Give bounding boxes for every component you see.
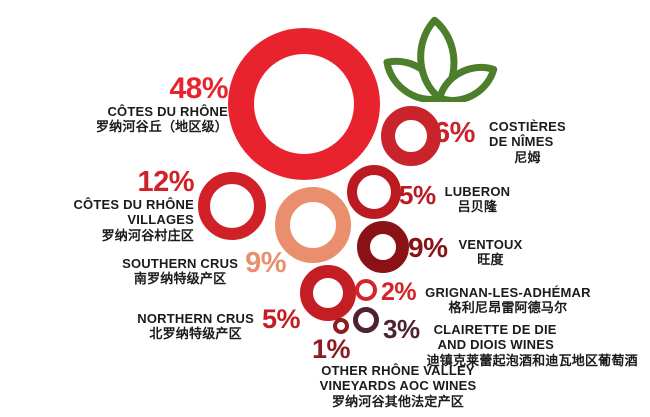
pct-other: 1% [312, 334, 351, 364]
name-other-2: VINEYARDS AOC WINES [319, 378, 477, 394]
name-zh-ventoux: 旺度 [477, 252, 504, 268]
bubble-southern-crus [275, 187, 351, 263]
name-zh-northern-crus: 北罗纳特级产区 [149, 326, 242, 342]
label-luberon: 5% LUBERON 吕贝隆 [399, 182, 510, 215]
name-zh-clairette: 迪镇克莱蕾起泡酒和迪瓦地区葡萄酒 [426, 352, 638, 368]
label-northern-crus: NORTHERN CRUS 北罗纳特级产区 5% [137, 306, 300, 342]
name-zh-luberon: 吕贝隆 [457, 199, 498, 215]
label-cotes-du-rhone: 48% CÔTES DU RHÔNE 罗纳河谷丘（地区级） [95, 72, 229, 135]
pct-luberon: 5% [399, 180, 436, 210]
name-zh-villages: 罗纳河谷村庄区 [101, 227, 194, 243]
name-ventoux: VENTOUX [458, 237, 523, 252]
label-costieres: COSTIÈRES DE NÎMES 尼姆 [489, 119, 566, 165]
label-clairette: 3% CLAIRETTE DE DIE AND DIOIS WINES 迪镇克莱… [383, 316, 638, 368]
pct-clairette: 3% [383, 314, 420, 344]
name-costieres-1: COSTIÈRES [489, 119, 566, 134]
name-zh-costieres: 尼姆 [514, 149, 541, 165]
name-zh-grignan: 格利尼昂雷阿德马尔 [448, 300, 568, 316]
bubble-other-rhone-valley [333, 318, 349, 334]
name-luberon: LUBERON [444, 184, 511, 199]
label-other: 1% OTHER RHÔNE VALLEY VINEYARDS AOC WINE… [310, 336, 486, 409]
pct-cotes-du-rhone: 48% [169, 72, 228, 105]
name-clairette-2: AND DIOIS WINES [437, 337, 554, 353]
bubble-cotes-du-rhone [228, 28, 380, 180]
name-other-1: OTHER RHÔNE VALLEY [321, 363, 475, 378]
name-villages-1: CÔTES DU RHÔNE [73, 197, 194, 212]
pct-ventoux: 9% [408, 232, 448, 263]
label-southern-crus: SOUTHERN CRUS 南罗纳特级产区 9% [122, 249, 286, 287]
pct-southern-crus: 9% [245, 247, 286, 279]
name-zh-cotes-du-rhone: 罗纳河谷丘（地区级） [95, 119, 228, 135]
name-zh-southern-crus: 南罗纳特级产区 [133, 271, 227, 287]
name-zh-other: 罗纳河谷其他法定产区 [331, 393, 464, 409]
bubble-northern-crus [300, 265, 356, 321]
bubble-costieres-de-nimes [381, 106, 441, 166]
bubble-cotes-du-rhone-villages [198, 172, 266, 240]
label-grignan: 2% GRIGNAN-LES-ADHÉMAR 格利尼昂雷阿德马尔 [381, 280, 591, 316]
grape-leaves-icon [378, 6, 508, 102]
name-costieres-2: DE NÎMES [489, 134, 554, 150]
name-southern-crus: SOUTHERN CRUS [122, 256, 239, 271]
pct-northern-crus: 5% [261, 304, 301, 334]
bubble-grignan-les-adhemar [355, 279, 377, 301]
name-villages-2: VILLAGES [127, 212, 194, 228]
name-northern-crus: NORTHERN CRUS [137, 311, 254, 326]
bubble-ventoux [357, 221, 409, 273]
label-villages: 12% CÔTES DU RHÔNE VILLAGES 罗纳河谷村庄区 [73, 168, 194, 243]
leaf-right [434, 58, 500, 102]
name-cotes-du-rhone: CÔTES DU RHÔNE [107, 104, 228, 119]
name-clairette-1: CLAIRETTE DE DIE [433, 322, 557, 337]
label-ventoux: 9% VENTOUX 旺度 [408, 234, 522, 268]
bubble-clairette-de-die [353, 307, 379, 333]
pct-villages: 12% [137, 166, 194, 198]
bubble-luberon [347, 165, 401, 219]
name-grignan: GRIGNAN-LES-ADHÉMAR [425, 285, 591, 300]
pct-grignan: 2% [381, 278, 417, 306]
